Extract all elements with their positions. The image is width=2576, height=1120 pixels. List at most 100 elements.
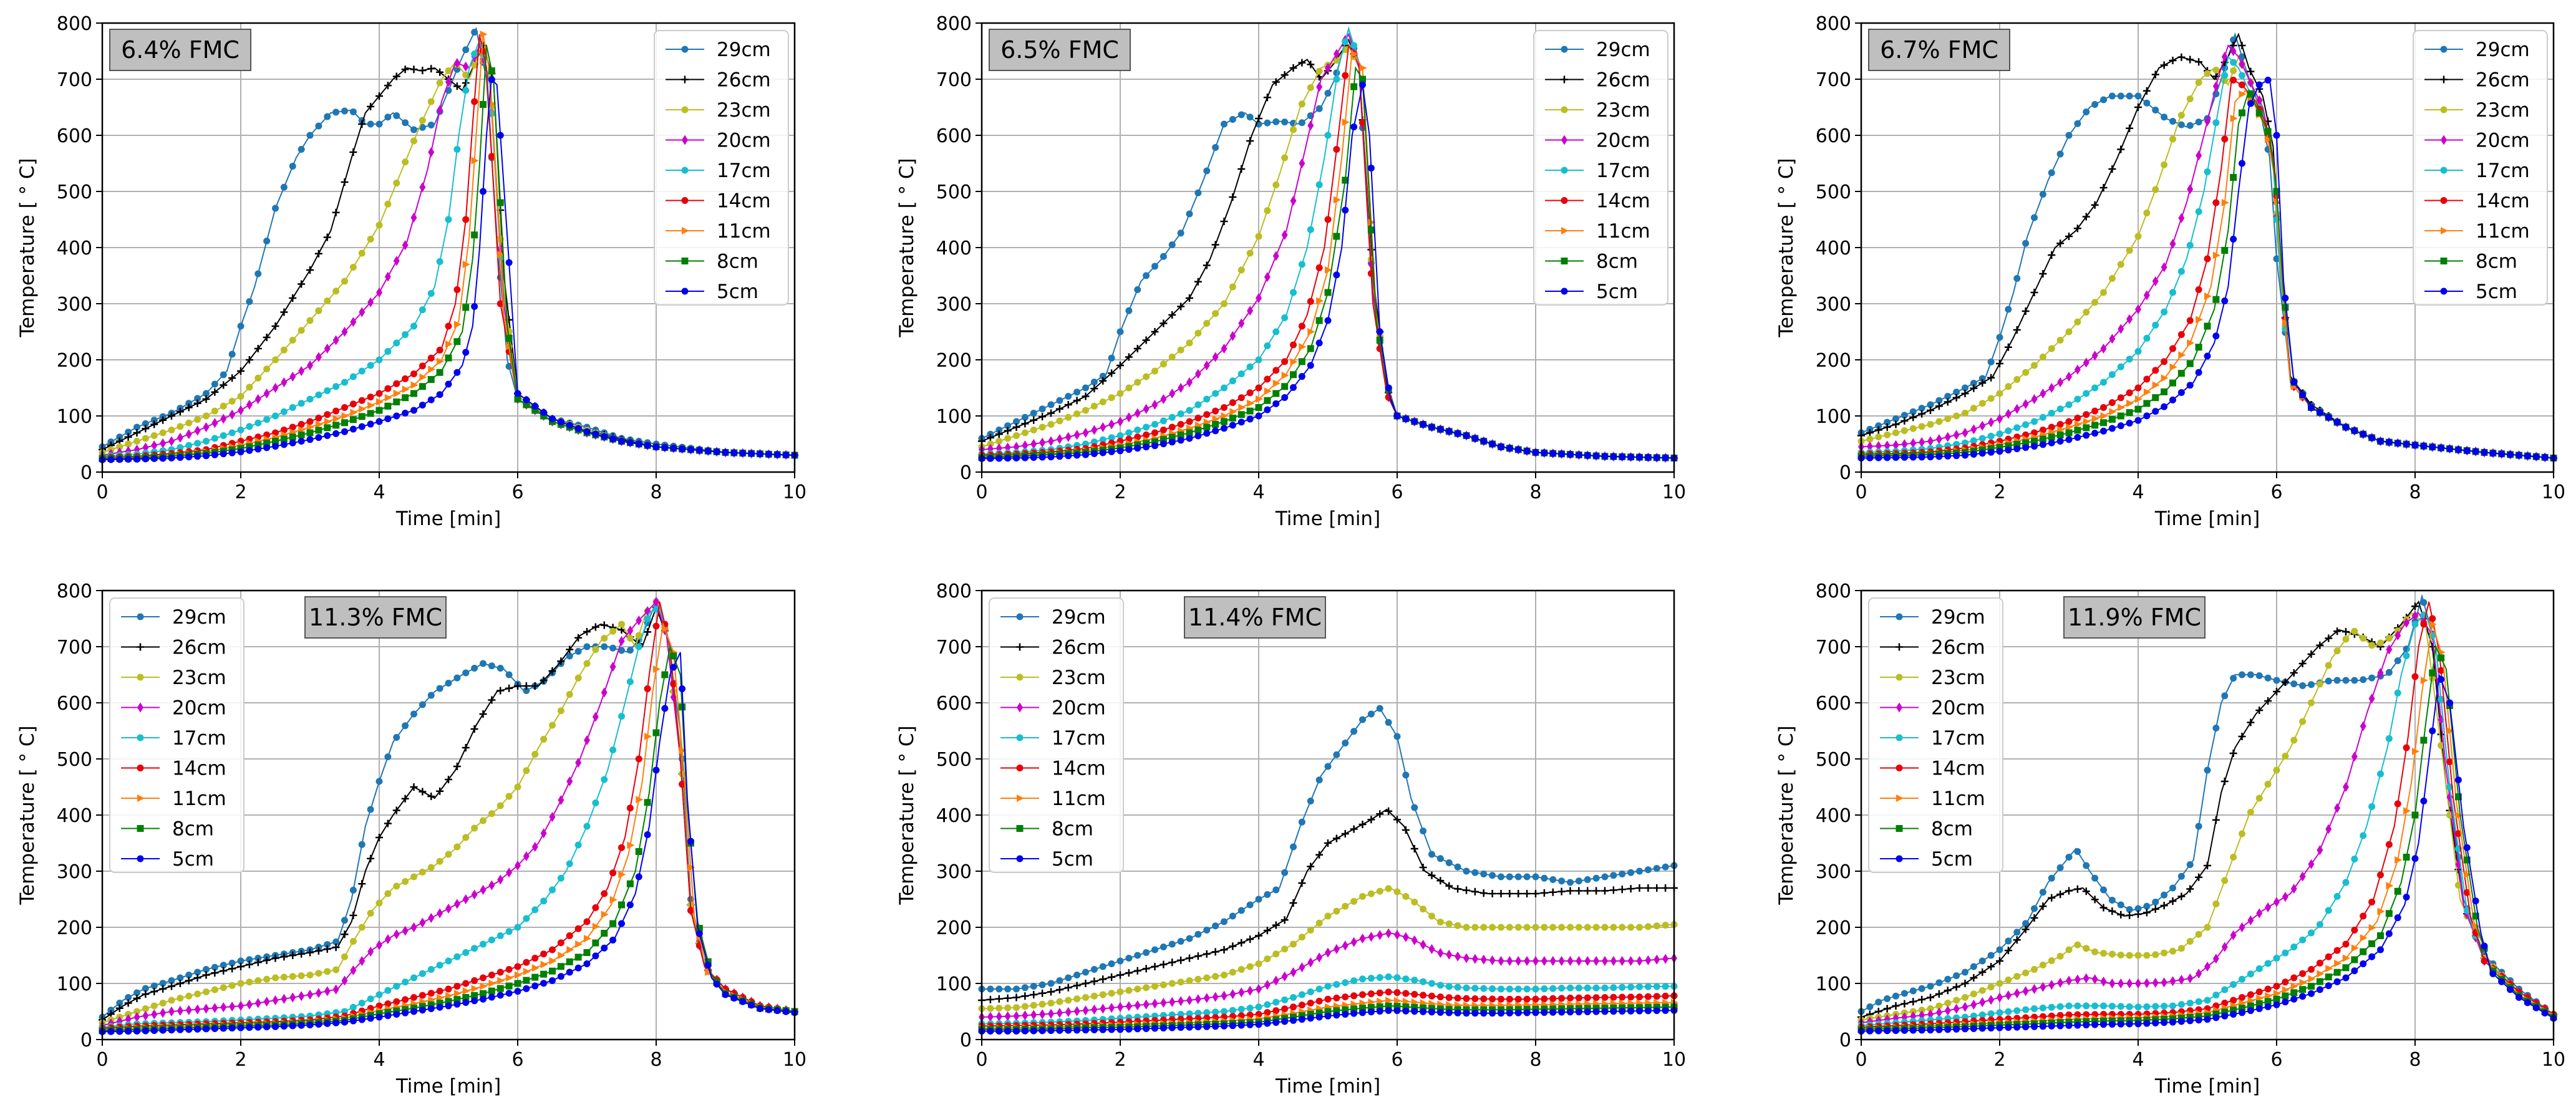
data-point	[1143, 272, 1150, 279]
data-point	[1030, 1027, 1037, 1035]
data-point	[1420, 828, 1427, 834]
data-point	[1514, 1009, 1522, 1016]
data-point	[566, 932, 573, 939]
data-point	[1970, 405, 1977, 412]
data-point	[289, 372, 296, 382]
y-axis-label: Temperature [ ° C]	[896, 725, 918, 905]
data-point	[453, 58, 460, 69]
data-point	[462, 216, 470, 223]
data-point	[2247, 100, 2254, 107]
data-point	[618, 438, 625, 445]
data-point	[591, 623, 599, 631]
data-point	[2221, 297, 2229, 304]
data-point	[1290, 843, 1297, 851]
data-point	[324, 297, 331, 304]
data-point	[410, 213, 417, 223]
data-point	[1315, 339, 1323, 347]
data-point	[1454, 995, 1461, 1002]
data-point	[1307, 297, 1314, 305]
data-point	[2109, 334, 2116, 344]
data-point	[238, 1001, 244, 1011]
data-point	[1212, 352, 1219, 362]
data-point	[1644, 866, 1652, 874]
data-point	[601, 930, 608, 937]
data-point	[1402, 1003, 1410, 1011]
legend-marker	[1561, 46, 1568, 53]
data-point	[445, 322, 452, 330]
data-point	[1402, 415, 1410, 422]
data-point	[1953, 430, 1960, 440]
data-point	[1194, 930, 1202, 938]
data-point	[523, 977, 530, 984]
data-point	[2394, 657, 2401, 664]
data-point	[1480, 924, 1488, 931]
data-point	[1194, 994, 1201, 1005]
data-point	[1143, 443, 1150, 451]
data-point	[1212, 1023, 1219, 1030]
data-point	[609, 896, 617, 904]
data-point	[1471, 985, 1479, 992]
data-point	[1246, 389, 1254, 397]
data-point	[2360, 934, 2368, 942]
data-point	[1978, 968, 1987, 976]
data-point	[1927, 1009, 1934, 1020]
data-point	[1177, 346, 1184, 354]
data-point	[237, 427, 245, 433]
data-point	[987, 455, 994, 462]
data-point	[1875, 441, 1882, 451]
data-point	[185, 1005, 192, 1015]
data-point	[575, 940, 583, 948]
data-point	[540, 950, 548, 958]
data-point	[609, 435, 617, 443]
data-point	[2325, 907, 2332, 914]
data-point	[1264, 1001, 1271, 1008]
data-point	[2056, 891, 2065, 899]
legend-marker	[137, 765, 144, 771]
data-point	[2221, 199, 2229, 206]
data-point	[2221, 52, 2228, 62]
data-point	[306, 395, 314, 403]
data-point	[2411, 673, 2419, 680]
data-point	[298, 431, 305, 438]
data-point	[1377, 997, 1385, 1005]
data-point	[540, 677, 548, 684]
data-point	[384, 82, 392, 90]
data-point	[245, 356, 253, 364]
data-point	[1316, 297, 1324, 305]
data-point	[1090, 977, 1098, 985]
data-point	[2143, 334, 2151, 342]
data-point	[315, 1020, 322, 1028]
data-point	[2195, 823, 2202, 830]
data-point	[1549, 450, 1557, 457]
data-point	[566, 691, 573, 698]
data-point	[2091, 422, 2099, 429]
data-point	[1376, 705, 1383, 712]
legend-entry: 5cm	[666, 281, 758, 303]
data-point	[2299, 682, 2307, 689]
data-point	[375, 991, 383, 998]
data-point	[1056, 977, 1063, 984]
data-point	[2325, 973, 2332, 981]
data-point	[1117, 1002, 1123, 1012]
data-point	[1987, 448, 1995, 456]
data-point	[2377, 770, 2384, 778]
data-point	[2290, 884, 2297, 894]
data-point	[679, 746, 687, 755]
data-point	[2316, 986, 2323, 993]
data-point	[488, 696, 496, 704]
data-point	[272, 412, 279, 420]
data-point	[1186, 377, 1193, 387]
data-point	[2411, 855, 2419, 862]
data-point	[2463, 856, 2471, 864]
data-point	[584, 735, 590, 745]
data-point	[1627, 993, 1635, 1001]
legend-marker	[137, 855, 144, 862]
data-point	[1160, 944, 1167, 950]
data-point	[480, 188, 487, 195]
legend-marker	[2441, 227, 2448, 234]
data-point	[480, 885, 487, 895]
data-point	[1047, 980, 1055, 987]
data-point	[151, 1009, 158, 1020]
data-point	[2342, 628, 2350, 635]
data-point	[2048, 433, 2055, 441]
